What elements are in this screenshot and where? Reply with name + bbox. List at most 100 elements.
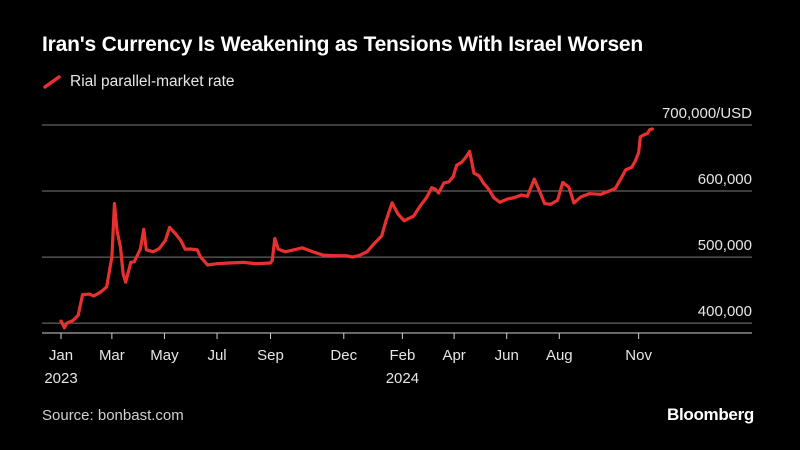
data-point-0-13: [118, 245, 122, 249]
data-point-0-26: [179, 239, 183, 243]
y-tick-label-2: 600,000: [698, 171, 752, 188]
data-point-0-96: [637, 151, 641, 155]
data-point-0-43: [311, 250, 315, 254]
data-point-0-29: [195, 248, 199, 252]
data-point-0-48: [356, 254, 360, 258]
legend-label: Rial parallel-market rate: [70, 73, 235, 90]
data-point-0-63: [447, 180, 451, 184]
data-point-0-50: [372, 242, 376, 246]
data-point-0-78: [525, 194, 529, 198]
data-point-0-15: [124, 280, 128, 284]
data-point-0-18: [138, 247, 142, 251]
y-tick-label-3: 700,000/USD: [662, 105, 752, 122]
data-point-0-71: [481, 181, 485, 185]
data-point-0-10: [110, 255, 114, 259]
data-point-0-89: [599, 192, 603, 196]
data-point-0-88: [587, 192, 591, 196]
legend: Rial parallel-market rate: [42, 73, 235, 91]
x-tick-label-3: Jul: [207, 347, 226, 364]
chart-title: Iran's Currency Is Weakening as Tensions…: [42, 33, 644, 56]
data-point-0-16: [129, 260, 133, 264]
data-point-0-27: [183, 247, 187, 251]
data-point-0-40: [283, 250, 287, 254]
data-point-0-35: [254, 262, 258, 266]
x-year-label-0: 2023: [44, 370, 77, 387]
data-point-0-49: [365, 250, 369, 254]
data-point-0-37: [270, 258, 274, 262]
data-point-0-66: [460, 160, 464, 164]
gridlines: [42, 124, 752, 324]
data-point-0-30: [199, 255, 203, 259]
data-point-0-55: [402, 219, 406, 223]
bloomberg-logo: Bloomberg: [666, 405, 754, 424]
data-point-0-36: [268, 261, 272, 265]
data-point-0-59: [430, 186, 434, 190]
data-point-0-57: [419, 204, 422, 208]
data-point-0-4: [76, 313, 80, 317]
data-point-0-60: [433, 187, 437, 191]
data-point-0-69: [472, 171, 476, 175]
data-point-0-33: [227, 261, 231, 265]
y-tick-label-0: 400,000: [698, 303, 752, 320]
data-point-0-90: [607, 189, 611, 193]
data-point-0-53: [390, 201, 394, 205]
data-point-0-34: [242, 260, 246, 264]
source-note: Source: bonbast.com: [42, 407, 184, 424]
data-point-0-12: [115, 229, 119, 233]
data-point-0-5: [81, 293, 85, 297]
data-point-0-47: [350, 255, 354, 259]
data-point-0-44: [321, 253, 325, 257]
data-point-0-75: [506, 197, 510, 201]
data-point-0-20: [144, 248, 148, 252]
x-year-label-6: 2024: [386, 370, 419, 387]
data-point-0-79: [532, 177, 536, 181]
data-point-0-24: [168, 225, 172, 229]
data-point-0-32: [215, 262, 219, 266]
data-point-0-86: [572, 201, 576, 205]
data-point-0-51: [380, 234, 384, 238]
data-point-0-81: [543, 202, 547, 206]
data-point-0-6: [87, 292, 91, 296]
data-point-0-45: [333, 254, 337, 258]
data-point-0-42: [300, 246, 304, 250]
x-tick-label-6: Feb: [389, 347, 415, 364]
data-point-0-72: [487, 187, 491, 191]
data-point-0-80: [537, 189, 541, 193]
data-point-0-46: [344, 254, 348, 258]
data-point-0-7: [92, 294, 96, 298]
data-point-0-85: [567, 185, 571, 189]
data-point-0-3: [71, 318, 75, 322]
data-point-0-19: [142, 227, 146, 231]
data-point-0-0: [59, 319, 63, 323]
data-point-0-39: [276, 247, 280, 251]
series-line-0: [59, 127, 655, 330]
data-point-0-28: [189, 247, 193, 251]
data-point-0-17: [132, 260, 136, 264]
data-point-0-41: [289, 248, 293, 252]
data-point-0-83: [556, 198, 560, 202]
x-tick-label-5: Dec: [330, 347, 357, 364]
data-point-0-38: [273, 237, 277, 241]
data-point-0-101: [650, 127, 654, 131]
data-point-0-95: [633, 159, 637, 163]
data-point-0-11: [112, 202, 116, 206]
y-tick-label-1: 500,000: [698, 237, 752, 254]
data-point-0-92: [619, 176, 623, 180]
x-axis: Jan 2023 Mar May Jul Sep Dec Feb 2024 Apr Jun Aug No…: [42, 332, 752, 387]
data-point-0-87: [579, 195, 583, 199]
data-point-0-67: [464, 155, 468, 159]
data-point-0-25: [174, 232, 178, 236]
data-point-0-2: [65, 321, 69, 325]
x-tick-label-4: Sep: [257, 347, 284, 364]
data-point-0-98: [642, 133, 646, 137]
data-point-0-93: [624, 168, 628, 172]
data-point-0-68: [468, 149, 472, 153]
data-point-0-56: [412, 214, 416, 218]
x-tick-label-7: Apr: [442, 347, 465, 364]
data-point-0-22: [157, 246, 161, 250]
data-point-0-31: [206, 263, 210, 267]
data-point-0-76: [512, 196, 516, 200]
data-point-0-84: [561, 180, 565, 184]
data-point-0-9: [105, 285, 109, 289]
